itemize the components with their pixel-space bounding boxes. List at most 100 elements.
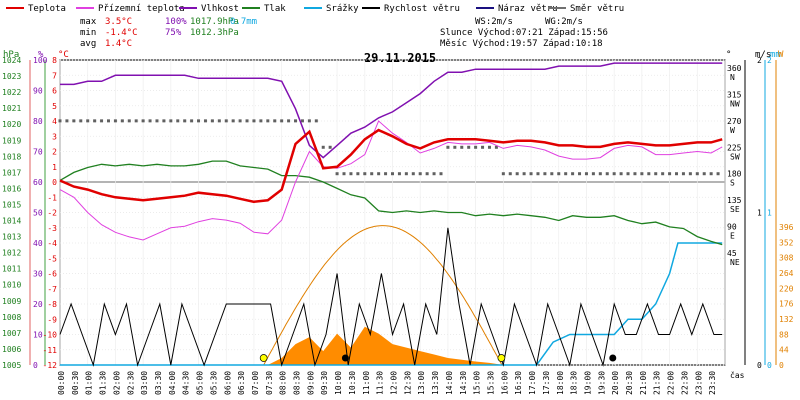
wind-dir-dot — [377, 172, 381, 176]
series-line-přízemní-teplota — [59, 120, 723, 241]
x-tick-label: 22:30 — [680, 371, 689, 395]
wind-dir-dot — [155, 119, 159, 123]
hpa-tick-label: 1010 — [2, 281, 21, 290]
hpa-tick-label: 1005 — [2, 361, 21, 370]
dir-tick-label: SW — [730, 152, 740, 161]
hpa-tick-label: 1020 — [2, 120, 21, 129]
temp-tick-label: -5 — [47, 254, 57, 263]
pct-tick-label: 90 — [33, 87, 43, 96]
x-tick-label: 04:00 — [168, 371, 177, 395]
x-tick-label: 14:00 — [445, 371, 454, 395]
wind-dir-dot — [453, 145, 457, 149]
unit-w: W — [778, 50, 784, 60]
wind-dir-dot — [501, 172, 505, 176]
wind-dir-dot — [106, 119, 110, 123]
x-tick-label: 23:30 — [708, 371, 717, 395]
pct-tick-label: 10 — [33, 331, 43, 340]
pct-tick-label: 80 — [33, 117, 43, 126]
series-line-teplota — [59, 128, 723, 204]
x-tick-label: 01:00 — [85, 371, 94, 395]
hpa-tick-label: 1011 — [2, 265, 21, 274]
x-tick-label: 01:30 — [99, 371, 108, 395]
dir-tick-label: N — [730, 73, 735, 82]
deg-tick-label: 135 — [727, 196, 742, 205]
wind-dir-dot — [481, 145, 485, 149]
stat-min-3: 1012.3hPa — [190, 28, 239, 38]
solar-area — [267, 326, 504, 365]
pct-tick-label: 70 — [33, 148, 43, 157]
hpa-tick-label: 1022 — [2, 88, 21, 97]
wind-dir-dot — [238, 119, 242, 123]
temp-tick-label: 7 — [52, 71, 57, 80]
wind-dir-dot — [702, 172, 706, 176]
wind-dir-dot — [605, 172, 609, 176]
wind-dir-dot — [300, 119, 304, 123]
wind-dir-dot — [709, 172, 713, 176]
stat-max-0: max — [80, 17, 97, 27]
w-tick-label: 308 — [779, 254, 794, 263]
w-tick-label: 352 — [779, 238, 794, 247]
stat-max-3: 1017.9hPa — [190, 17, 239, 27]
stat-min-2: 75% — [165, 28, 182, 38]
x-tick-label: 00:00 — [57, 371, 66, 395]
wind-dir-dot — [273, 119, 277, 123]
wind-dir-dot — [72, 119, 76, 123]
stat-max-1: 3.5°C — [105, 17, 132, 27]
x-tick-label: 02:30 — [126, 371, 135, 395]
wind-dir-dot — [695, 172, 699, 176]
pct-tick-label: 60 — [33, 178, 43, 187]
wind-dir-dot — [65, 119, 69, 123]
x-tick-label: 11:30 — [376, 371, 385, 395]
wind-dir-dot — [176, 119, 180, 123]
x-tick-label: 13:00 — [417, 371, 426, 395]
deg-tick-label: 270 — [727, 117, 742, 126]
ms-tick-label: 1 — [757, 209, 762, 218]
wind-dir-dot — [342, 172, 346, 176]
temp-tick-label: 4 — [52, 117, 57, 126]
wind-dir-dot — [536, 172, 540, 176]
wind-dir-dot — [681, 172, 685, 176]
x-tick-label: 07:00 — [251, 371, 260, 395]
temp-tick-label: -9 — [47, 315, 57, 324]
wind-dir-dot — [529, 172, 533, 176]
wind-dir-dot — [259, 119, 263, 123]
legend-item: Vlhkost — [201, 4, 239, 14]
wind-dir-dot — [432, 172, 436, 176]
deg-tick-label: 225 — [727, 143, 742, 152]
temp-tick-label: -6 — [47, 270, 57, 279]
unit-deg: ° — [726, 50, 731, 60]
unit-ms: m/s — [755, 50, 771, 60]
wind-dir-dot — [217, 119, 221, 123]
wind-dir-dot — [654, 172, 658, 176]
wind-dir-dot — [474, 145, 478, 149]
wind-dir-dot — [307, 119, 311, 123]
legend-item: Směr větru — [570, 4, 624, 14]
dir-tick-label: SE — [730, 205, 740, 214]
hpa-tick-label: 1013 — [2, 233, 21, 242]
temp-tick-label: 8 — [52, 56, 57, 65]
x-tick-label: 06:00 — [223, 371, 232, 395]
deg-tick-label: 360 — [727, 64, 742, 73]
temp-tick-label: -8 — [47, 300, 57, 309]
x-tick-label: 20:00 — [611, 371, 620, 395]
wind-dir-dot — [688, 172, 692, 176]
wind-dir-dot — [127, 119, 131, 123]
wind-dir-dot — [494, 145, 498, 149]
moonset-marker — [341, 354, 349, 362]
stat-max-4: 0.7mm — [230, 17, 257, 27]
wind-dir-dot — [190, 119, 194, 123]
wind-dir-dot — [578, 172, 582, 176]
wind-dir-dot — [321, 145, 325, 149]
wind-dir-dot — [113, 119, 117, 123]
x-tick-label: 14:30 — [459, 371, 468, 395]
unit-mm: mm — [770, 50, 781, 60]
pct-tick-label: 100 — [33, 56, 48, 65]
deg-tick-label: 90 — [727, 223, 737, 232]
wind-dir-dot — [591, 172, 595, 176]
hpa-tick-label: 1023 — [2, 72, 21, 81]
x-tick-label: 07:30 — [265, 371, 274, 395]
x-tick-label: 02:00 — [112, 371, 121, 395]
x-tick-label: 10:30 — [348, 371, 357, 395]
pct-tick-label: 50 — [33, 209, 43, 218]
